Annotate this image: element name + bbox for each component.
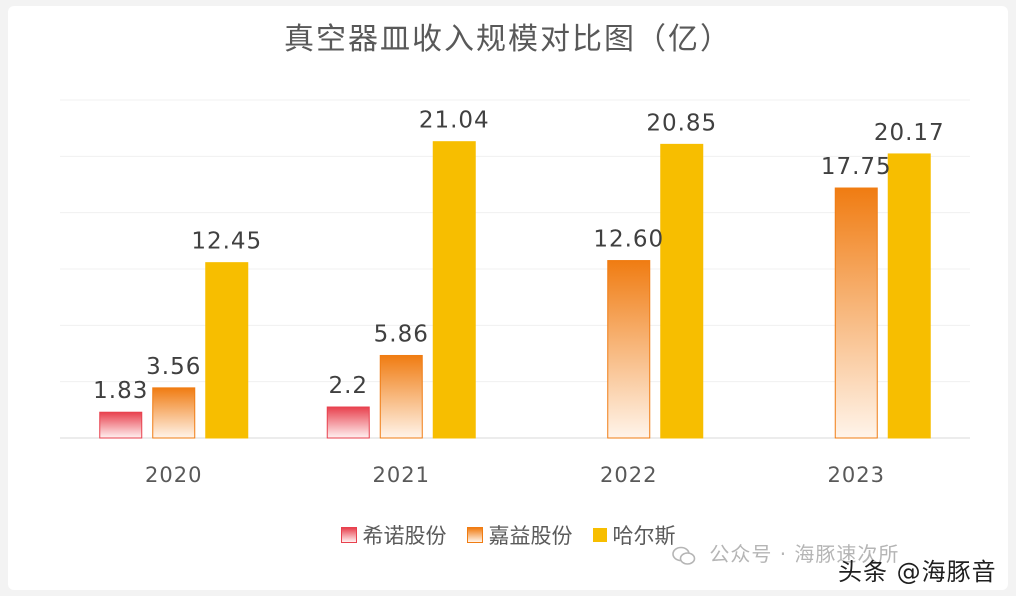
x-tick-label-2023: 2023 xyxy=(828,463,885,487)
data-label-jiayi-2023: 17.75 xyxy=(821,154,892,180)
data-label-jiayi-2020: 3.56 xyxy=(146,354,201,380)
bar-haers-2022 xyxy=(660,143,704,439)
watermark: 公众号 · 海豚速次所 xyxy=(672,538,899,567)
bar-jiayi-2023 xyxy=(834,187,878,439)
x-tick-label-2020: 2020 xyxy=(145,463,202,487)
data-label-xinuo-2021: 2.2 xyxy=(328,373,368,399)
bar-xinuo-2020 xyxy=(99,411,143,439)
wechat-icon xyxy=(672,546,696,566)
credit-text: 头条 @海豚音 xyxy=(838,558,997,586)
x-tick-label-2022: 2022 xyxy=(600,463,657,487)
watermark-text: 公众号 · 海豚速次所 xyxy=(709,542,900,566)
x-axis: 2020 2021 2022 2023 xyxy=(145,463,885,487)
x-tick-label-2021: 2021 xyxy=(373,463,430,487)
bar-chart: 1.833.56 12.45 2.25.86 21.04 12.60 20.85 17.75… xyxy=(60,99,970,487)
data-label-xinuo-2020: 1.83 xyxy=(93,378,148,404)
legend-label-xinuo: 希诺股份 xyxy=(362,524,447,548)
data-labels: 1.833.56 12.45 2.25.86 21.04 12.60 20.85 17.75… xyxy=(93,108,945,405)
bars xyxy=(99,141,931,439)
bar-xinuo-2021 xyxy=(326,406,370,439)
bar-haers-2023 xyxy=(887,153,931,439)
bar-haers-2020 xyxy=(205,262,249,439)
data-label-haers-2022: 20.85 xyxy=(646,110,717,136)
legend-item-haers: 哈尔斯 xyxy=(592,520,676,550)
data-label-haers-2021: 21.04 xyxy=(419,108,490,134)
data-label-haers-2023: 20.17 xyxy=(874,120,945,146)
bar-haers-2021 xyxy=(432,141,476,439)
bar-jiayi-2022 xyxy=(607,260,651,439)
legend-item-jiayi: 嘉益股份 xyxy=(466,520,573,550)
legend: 希诺股份 嘉益股份 哈尔斯 xyxy=(0,520,1016,550)
legend-label-jiayi: 嘉益股份 xyxy=(488,524,573,548)
data-label-jiayi-2022: 12.60 xyxy=(593,227,664,253)
legend-label-haers: 哈尔斯 xyxy=(612,524,676,548)
legend-swatch-xinuo xyxy=(340,527,357,543)
data-label-jiayi-2021: 5.86 xyxy=(374,321,429,347)
chart-title: 真空器皿收入规模对比图（亿） xyxy=(284,22,732,57)
legend-swatch-jiayi xyxy=(466,527,483,543)
data-label-haers-2020: 12.45 xyxy=(191,229,262,255)
bar-jiayi-2021 xyxy=(379,354,423,439)
legend-item-xinuo: 希诺股份 xyxy=(340,520,447,550)
legend-swatch-haers xyxy=(592,528,607,542)
bar-jiayi-2020 xyxy=(152,387,196,439)
grid-lines xyxy=(60,99,970,439)
